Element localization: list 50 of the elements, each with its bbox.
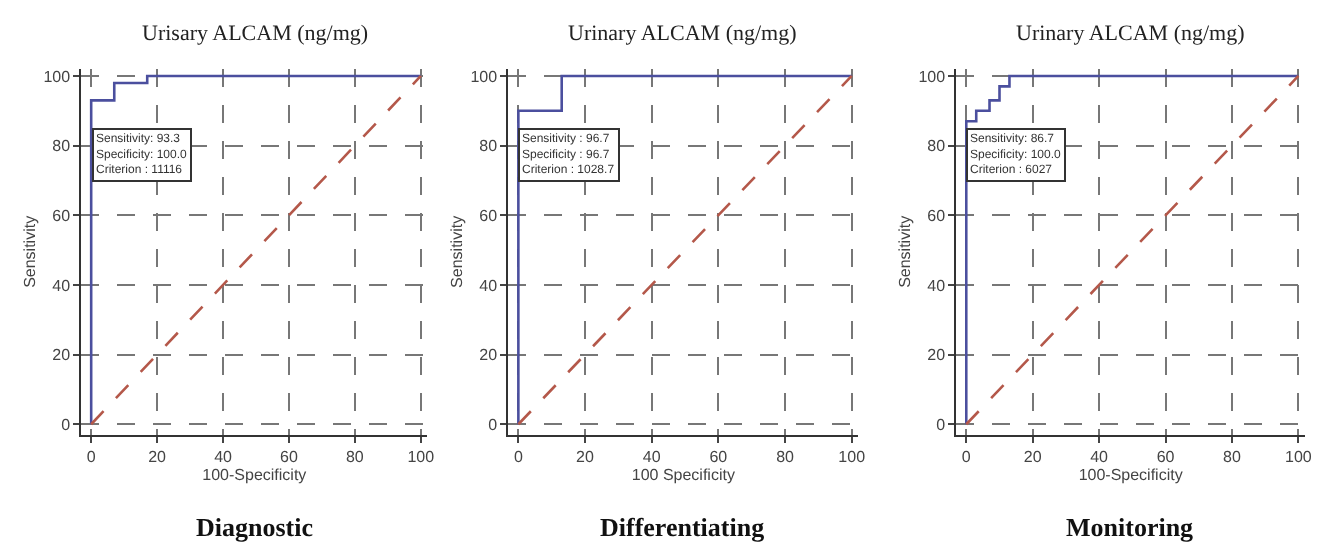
y-axis-title: Sensitivity [447, 215, 466, 288]
y-tick-label: 80 [52, 137, 72, 156]
x-tick-label: 0 [513, 447, 524, 466]
y-tick-label: 80 [479, 137, 499, 156]
x-tick-label: 40 [214, 447, 234, 466]
y-axis-title: Sensitivity [20, 215, 39, 288]
y-tick-label: 60 [479, 206, 499, 225]
x-tick-label: 100 [1285, 447, 1313, 466]
chart-title: Urisary ALCAM (ng/mg) [142, 22, 369, 46]
text: Monitoring [1066, 512, 1195, 542]
x-tick-label: 40 [642, 447, 662, 466]
x-tick-label: 80 [345, 447, 365, 466]
x-tick-label: 0 [86, 447, 97, 466]
x-tick-label: 0 [961, 447, 972, 466]
x-tick-label: 20 [576, 447, 596, 466]
y-tick-label: 40 [52, 276, 72, 295]
y-tick-label: 20 [479, 346, 499, 365]
x-axis-title: 100-Specificity [1078, 466, 1183, 485]
x-tick-label: 80 [776, 447, 796, 466]
x-tick-label: 80 [1223, 447, 1242, 466]
line-series [89, 74, 423, 426]
y-axis-title: Sensitivity [895, 215, 914, 288]
x-tick-label: 100 [407, 447, 436, 466]
x-tick-label: 60 [1156, 447, 1176, 466]
y-tick-label: 60 [927, 206, 947, 225]
y-tick-label: 100 [43, 67, 72, 86]
y-tick-label: 0 [936, 415, 947, 434]
line-series [964, 74, 1300, 426]
x-tick-label: 20 [148, 447, 168, 466]
y-tick-label: 20 [52, 346, 72, 365]
y-tick-label: 80 [927, 137, 947, 156]
chart-title: Urinary ALCAM (ng/mg) [1016, 22, 1246, 46]
y-tick-label: 40 [479, 276, 499, 295]
text: Diagnostic [196, 512, 314, 542]
x-tick-label: 60 [280, 447, 299, 466]
x-tick-label: 60 [709, 447, 729, 466]
text: Differentiating [600, 512, 766, 542]
y-tick-label: 60 [52, 206, 72, 225]
x-tick-label: 100 [838, 447, 867, 466]
x-tick-label: 20 [1023, 447, 1043, 466]
y-tick-label: 100 [470, 67, 499, 86]
y-tick-label: 0 [488, 415, 499, 434]
y-tick-label: 0 [61, 415, 72, 434]
chart-title: Urinary ALCAM (ng/mg) [568, 22, 798, 46]
y-tick-label: 100 [918, 67, 947, 86]
x-tick-label: 40 [1090, 447, 1110, 466]
x-axis-title: 100 Specificity [631, 466, 735, 485]
y-tick-label: 20 [927, 346, 947, 365]
y-tick-label: 40 [927, 276, 947, 295]
x-axis-title: 100-Specificity [202, 466, 307, 485]
